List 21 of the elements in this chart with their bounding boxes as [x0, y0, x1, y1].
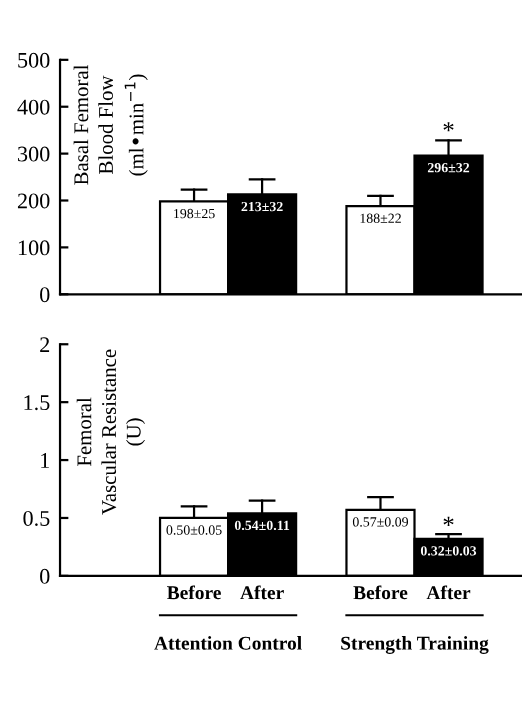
- y-tick-label: 100: [18, 240, 50, 256]
- y-tick-label: 2: [40, 337, 50, 352]
- y-tick-label: 500: [18, 52, 50, 68]
- annotation: *: [443, 122, 454, 132]
- x-tick-label: After: [240, 585, 284, 600]
- x-tick-label: Before: [353, 585, 408, 600]
- y-tick-label: 300: [18, 146, 50, 162]
- y-tick-label: 400: [17, 99, 50, 115]
- text: Attention Control: [154, 636, 302, 650]
- x-tick-label: After: [426, 585, 471, 600]
- y-tick-label: 1: [41, 453, 49, 468]
- y-axis-title: Femoral Vascular Resistance (U): [76, 349, 145, 515]
- annotation: *: [443, 516, 454, 527]
- y-tick-label: 0: [40, 287, 50, 303]
- text: Strength Training: [341, 636, 489, 654]
- y-axis-title: Basal Femoral Blood Flow (ml•min$^{−1}$): [73, 64, 148, 185]
- y-tick-label: 0: [40, 568, 50, 584]
- y-tick-label: 1.5: [24, 395, 50, 411]
- y-tick-label: 0.5: [23, 510, 50, 526]
- y-tick-label: 200: [17, 193, 50, 209]
- x-tick-label: Before: [167, 585, 221, 600]
